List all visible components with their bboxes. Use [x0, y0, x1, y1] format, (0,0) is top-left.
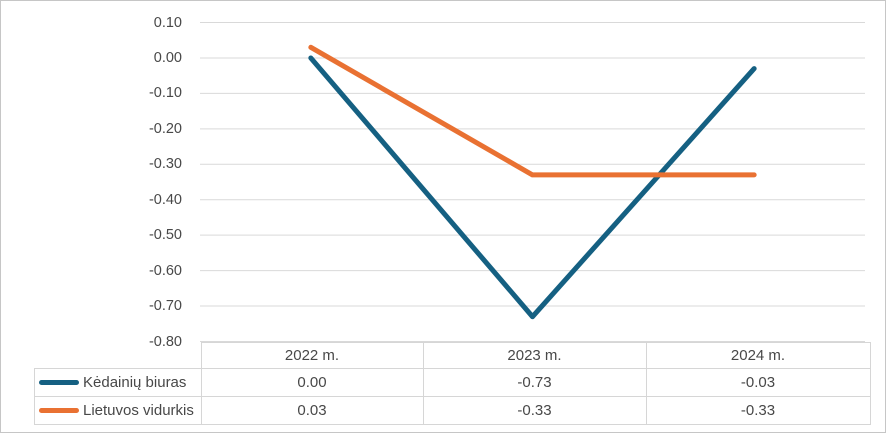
y-tick-label: -0.10	[148, 85, 182, 102]
table-header-row: 2022 m. 2023 m. 2024 m.	[35, 342, 871, 369]
y-tick-label: -0.60	[148, 262, 182, 279]
legend-entry: Lietuvos vidurkis	[35, 402, 200, 419]
legend-cell: Kėdainių biuras	[34, 368, 202, 397]
table-header-cell: 2024 m.	[645, 342, 871, 369]
y-tick-label: -0.70	[148, 298, 182, 315]
y-tick-label: 0.00	[153, 49, 182, 66]
table-row: Kėdainių biuras 0.00 -0.73 -0.03	[34, 368, 871, 397]
y-tick-label: -0.20	[148, 120, 182, 137]
legend-label: Lietuvos vidurkis	[83, 402, 194, 419]
data-table: 2022 m. 2023 m. 2024 m. Kėdainių biuras 0.0…	[34, 342, 871, 425]
legend-cell: Lietuvos vidurkis	[34, 396, 202, 425]
value-cell: -0.33	[422, 396, 647, 425]
value-cell: -0.73	[422, 368, 647, 397]
table-header-cell: 2023 m.	[422, 342, 647, 369]
y-tick-label: -0.80	[148, 333, 182, 350]
value-cell: -0.03	[645, 368, 871, 397]
y-tick-label: -0.30	[148, 156, 182, 173]
y-tick-label: 0.10	[153, 14, 182, 31]
table-header-cell: 2022 m.	[200, 342, 424, 369]
legend-line-swatch	[39, 408, 79, 413]
legend-entry: Kėdainių biuras	[35, 374, 200, 391]
legend-line-swatch	[39, 380, 79, 385]
value-cell: 0.03	[200, 396, 424, 425]
legend-label: Kėdainių biuras	[83, 374, 187, 391]
value-cell: 0.00	[200, 368, 424, 397]
y-tick-label: -0.50	[148, 227, 182, 244]
table-corner-cell	[35, 343, 202, 369]
series-line-0	[308, 55, 757, 320]
y-tick-label: -0.40	[148, 191, 182, 208]
table-body: Kėdainių biuras 0.00 -0.73 -0.03 Lietuvos vi…	[34, 368, 871, 425]
table-row: Lietuvos vidurkis 0.03 -0.33 -0.33	[34, 396, 871, 425]
y-axis: 0.10 0.00 -0.10 -0.20 -0.30 -0.40 -0.50 -0.60 -0…	[1, 1, 182, 432]
series-line-1	[308, 44, 757, 178]
value-cell: -0.33	[645, 396, 871, 425]
